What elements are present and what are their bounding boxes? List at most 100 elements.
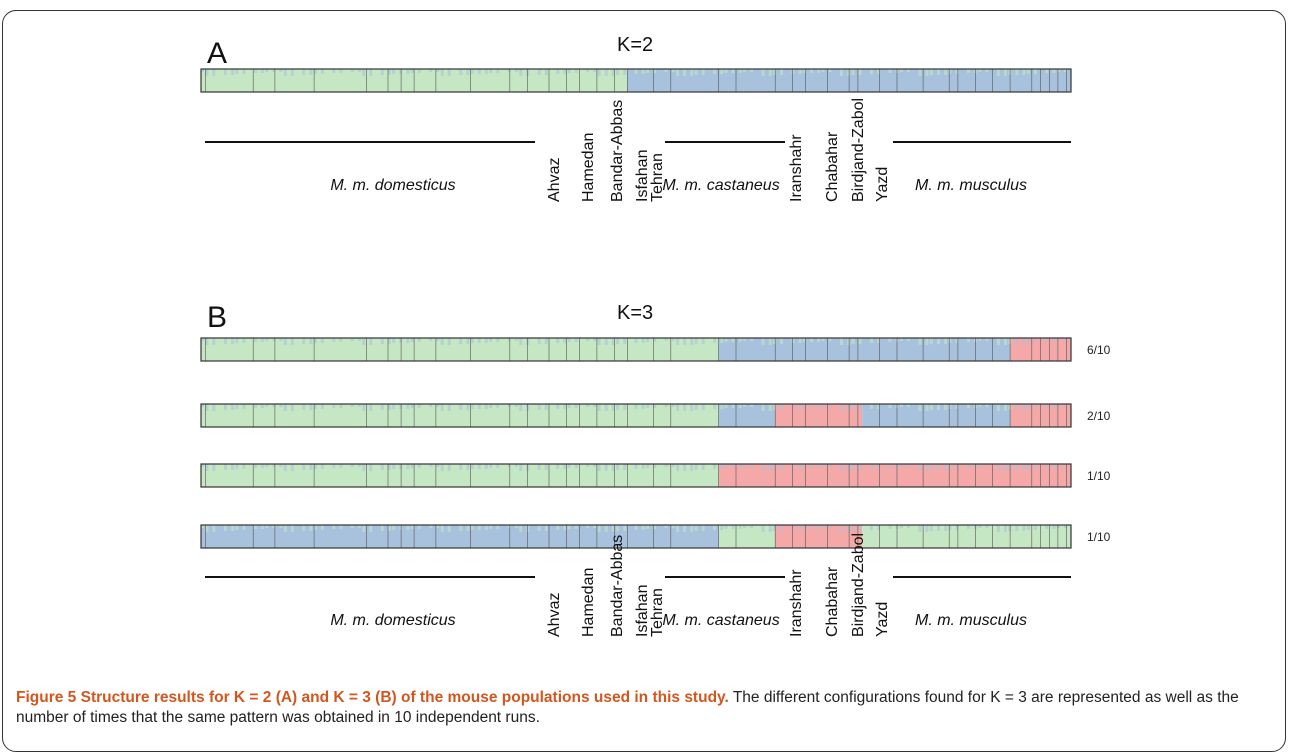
run-outline (200, 337, 1072, 362)
admixture-streak (664, 525, 668, 528)
admixture-streak (738, 69, 742, 73)
admixture-streak (724, 338, 728, 342)
admixture-streak (634, 464, 638, 469)
admixture-streak (791, 69, 795, 74)
admixture-streak (641, 404, 645, 409)
admixture-streak (380, 525, 384, 531)
admixture-streak (738, 464, 742, 468)
admixture-streak (519, 464, 523, 471)
admixture-streak (507, 404, 511, 407)
structure-run-b-3: 1/10 (200, 463, 1111, 488)
admixture-streak (436, 525, 440, 528)
admixture-streak (937, 404, 940, 410)
admixture-streak (339, 525, 343, 529)
admixture-streak (519, 404, 523, 411)
admixture-streak (507, 69, 511, 72)
admixture-streak (683, 338, 687, 345)
admixture-streak (283, 525, 287, 532)
admixture-streak (260, 404, 264, 408)
admixture-streak (810, 404, 814, 408)
admixture-streak (567, 69, 571, 73)
admixture-streak (1022, 464, 1026, 470)
admixture-streak (459, 338, 463, 344)
admixture-streak (466, 69, 470, 75)
admixture-streak (265, 338, 269, 341)
run-outline (200, 524, 1072, 549)
admixture-streak (459, 69, 463, 75)
admixture-streak (713, 464, 717, 469)
admixture-streak (470, 338, 474, 343)
admixture-streak (720, 404, 724, 409)
admixture-streak (743, 464, 747, 467)
admixture-streak (410, 404, 414, 408)
admixture-streak (1056, 338, 1060, 341)
admixture-streak (466, 338, 470, 344)
population-label: Chabahar (824, 566, 841, 637)
admixture-streak (489, 404, 493, 408)
admixture-streak (332, 69, 336, 73)
admixture-streak (611, 338, 615, 345)
admixture-streak (537, 464, 541, 470)
admixture-streak (514, 404, 518, 407)
run-frequency-label: 1/10 (1087, 469, 1111, 483)
admixture-streak (556, 338, 560, 343)
admixture-streak (985, 525, 989, 528)
admixture-streak (205, 464, 209, 471)
admixture-streak (212, 69, 216, 76)
admixture-streak (828, 525, 832, 528)
admixture-streak (870, 525, 873, 530)
admixture-streak (780, 464, 784, 470)
population-label: Tehran (649, 588, 666, 637)
admixture-streak (888, 338, 892, 342)
population-label: Isfahan (634, 150, 651, 202)
admixture-streak (526, 69, 530, 76)
admixture-streak (279, 464, 283, 467)
admixture-streak (907, 338, 910, 341)
admixture-streak (436, 404, 440, 407)
admixture-streak (350, 69, 354, 72)
admixture-streak (544, 464, 548, 470)
admixture-streak (201, 464, 204, 467)
run-frequency-label: 6/10 (1087, 343, 1111, 357)
admixture-streak (900, 69, 903, 72)
admixture-streak (646, 525, 650, 529)
admixture-streak (978, 404, 982, 407)
admixture-streak (840, 464, 843, 471)
admixture-streak (918, 69, 922, 76)
admixture-streak (671, 69, 675, 72)
admixture-streak (309, 69, 313, 75)
admixture-streak (948, 338, 952, 343)
admixture-streak (235, 525, 239, 530)
cluster-segment (718, 525, 776, 548)
admixture-streak (768, 525, 772, 532)
admixture-streak (683, 464, 687, 471)
admixture-streak (900, 525, 903, 528)
admixture-streak (798, 404, 802, 409)
admixture-streak (332, 464, 336, 468)
run-outline (200, 403, 1072, 428)
admixture-streak (743, 525, 747, 528)
admixture-streak (676, 464, 680, 471)
admixture-streak (392, 338, 396, 343)
admixture-streak (851, 338, 855, 344)
admixture-streak (1063, 69, 1067, 72)
admixture-streak (556, 69, 560, 74)
admixture-streak (768, 338, 772, 345)
admixture-streak (436, 464, 440, 467)
admixture-streak (750, 525, 754, 528)
admixture-streak (279, 404, 283, 407)
admixture-streak (440, 404, 444, 411)
admixture-streak (780, 338, 784, 344)
admixture-streak (429, 404, 433, 407)
admixture-streak (1052, 338, 1056, 342)
admixture-streak (690, 69, 694, 76)
admixture-streak (967, 464, 970, 468)
admixture-streak (429, 525, 433, 528)
admixture-streak (870, 69, 873, 74)
admixture-streak (339, 464, 343, 468)
admixture-streak (604, 404, 608, 411)
admixture-streak (417, 404, 421, 408)
admixture-streak (604, 464, 608, 471)
admixture-streak (1004, 525, 1007, 532)
admixture-streak (586, 69, 590, 72)
